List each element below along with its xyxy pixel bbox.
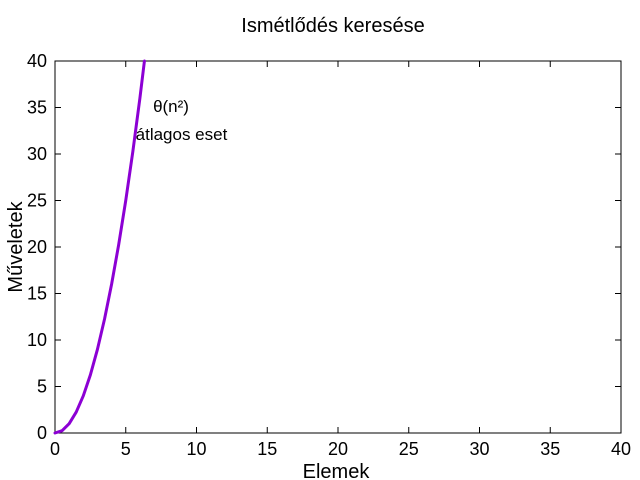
annotation-layer: θ(n²) átlagos eset xyxy=(136,97,228,144)
y-tick-label: 15 xyxy=(27,284,47,304)
y-tick-label: 25 xyxy=(27,191,47,211)
x-axis-title: Elemek xyxy=(303,461,371,480)
x-tick-label: 5 xyxy=(121,439,131,459)
series-line-0 xyxy=(53,59,146,435)
x-tick-label: 25 xyxy=(399,439,419,459)
y-axis-title: Műveletek xyxy=(5,200,27,292)
y-tick-label: 5 xyxy=(37,377,47,397)
x-tick-label: 0 xyxy=(50,439,60,459)
y-tick-label: 10 xyxy=(27,330,47,350)
y-tick-label: 40 xyxy=(27,51,47,71)
annotation-label: átlagos eset xyxy=(136,125,228,144)
plot-area-frame xyxy=(54,60,622,434)
y-tick-label: 0 xyxy=(37,423,47,443)
x-tick-labels: 0 5 10 15 20 25 30 35 40 xyxy=(50,439,631,459)
x-tick-label: 30 xyxy=(469,439,489,459)
axis-ticks xyxy=(54,60,622,434)
chart-title: Ismétlődés keresése xyxy=(241,15,424,37)
y-tick-label: 35 xyxy=(27,98,47,118)
x-tick-label: 10 xyxy=(186,439,206,459)
y-tick-label: 30 xyxy=(27,144,47,164)
y-tick-label: 20 xyxy=(27,237,47,257)
y-tick-labels: 0 5 10 15 20 25 30 35 40 xyxy=(27,51,47,443)
x-tick-label: 40 xyxy=(611,439,631,459)
x-tick-label: 35 xyxy=(540,439,560,459)
x-tick-label: 20 xyxy=(328,439,348,459)
x-tick-label: 15 xyxy=(257,439,277,459)
annotation-label: θ(n²) xyxy=(153,97,189,116)
series-layer xyxy=(53,59,146,435)
